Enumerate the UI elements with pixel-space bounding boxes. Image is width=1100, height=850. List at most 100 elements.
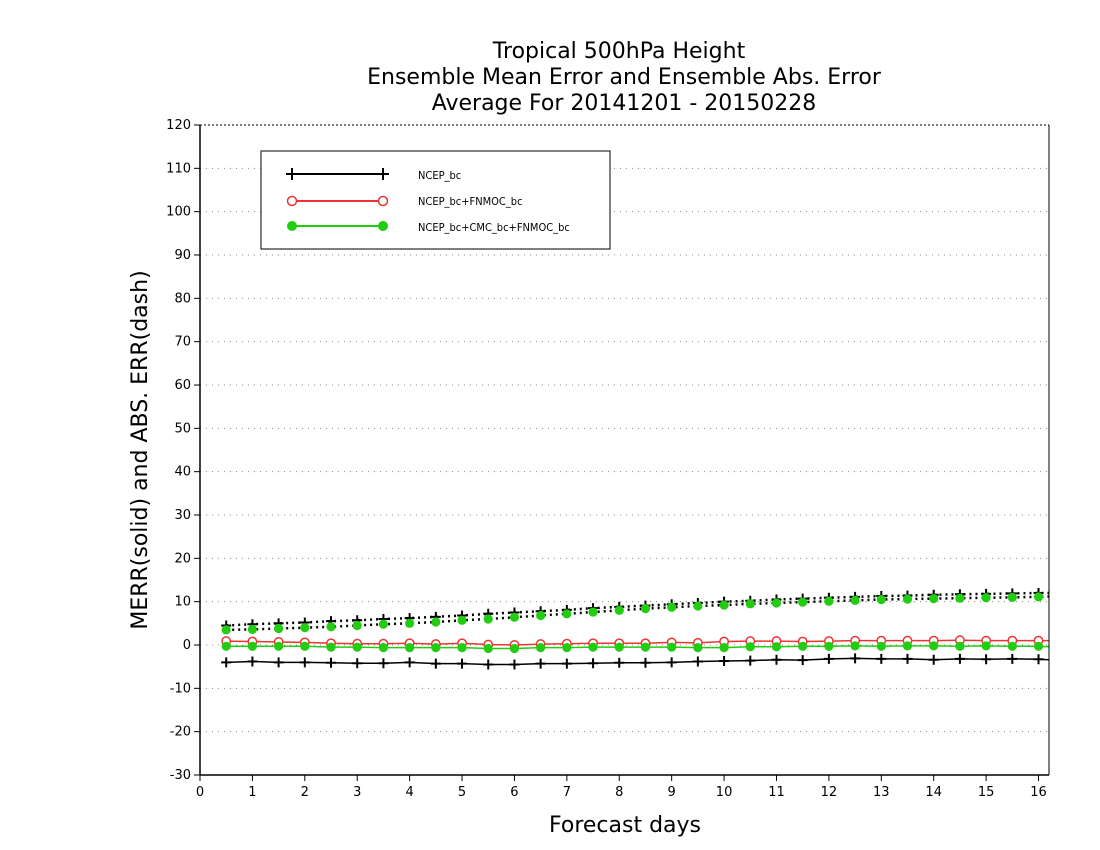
series-3-abs-err-point-5 [352,620,362,631]
legend-marker-ncep-bc-fnmoc-bc-right [377,195,389,207]
series-3-abs-err-point-15 [614,605,624,615]
y-tick-label-120: 120 [166,118,191,133]
series-3-merr-point-1 [247,641,258,651]
series-3-abs-err-point-10 [483,614,493,624]
series-3-merr-point-20 [745,642,755,652]
series-3-abs-err-point-30 [1007,592,1017,602]
series-3-merr-point-10 [483,643,493,654]
series-1-merr-point-12 [535,658,546,669]
x-tick-label-2: 2 [301,785,309,800]
series-3-merr-point-11 [509,643,520,654]
series-3-merr-point-14 [588,642,598,652]
y-tick-label-20: 20 [174,551,191,566]
series-3-merr-point-4 [326,642,336,652]
x-tick-label-10: 10 [716,785,733,800]
series-1-merr-point-26 [902,653,913,664]
series-3-merr-point-7 [405,643,415,653]
series-3-merr-point-28 [955,641,965,651]
series-3-merr [221,641,1050,654]
series-1-merr-point-27 [928,654,939,665]
legend-entry-ncep-bc-fnmoc-bc: NCEP_bc+FNMOC_bc [286,195,523,208]
y-tick-label--10: -10 [170,681,191,696]
series-3-abs-err-point-3 [300,623,310,633]
series-1-merr-point-31 [1033,654,1044,665]
series-1-merr-point-13 [561,658,572,669]
series-3-abs-err-point-26 [902,594,913,604]
plot-series [221,588,1050,670]
x-tick-label-7: 7 [563,785,571,800]
series-1-merr-point-4 [326,657,337,668]
series-3-merr-point-23 [824,641,834,651]
series-1-merr-point-24 [850,653,861,664]
series-1-merr-point-25 [876,653,887,664]
series-3-abs-err-point-11 [509,612,520,622]
series-1-merr-point-5 [352,658,363,669]
series-3-abs-err-point-4 [326,622,336,632]
x-tick-label-16: 16 [1030,785,1047,800]
series-3-merr-point-8 [431,643,441,653]
series-3-merr-point-16 [640,642,651,652]
series-3-abs-err-point-16 [640,604,651,614]
chart-title-line-1: Tropical 500hPa Height [492,39,746,64]
series-3-merr-point-13 [562,643,572,653]
series-3-merr-point-21 [771,642,782,652]
series-1-merr [221,653,1050,670]
series-3-merr-point-27 [929,641,939,651]
series-3-abs-err-point-31 [1033,592,1044,602]
series-1-merr-point-14 [588,658,599,669]
series-1-merr-point-19 [719,656,730,667]
y-axis-label: MERR(solid) and ABS. ERR(dash) [128,270,153,629]
series-3-merr-point-30 [1007,641,1017,651]
series-3-merr-point-0 [221,641,231,651]
series-1-merr-point-7 [404,657,415,668]
series-3-merr-point-29 [981,641,991,651]
x-tick-label-11: 11 [768,785,785,800]
y-tick-label--30: -30 [170,768,191,783]
series-1-merr-point-28 [954,653,965,664]
legend-label-ncep-bc-cmc-bc-fnmoc-bc: NCEP_bc+CMC_bc+FNMOC_bc [418,221,570,234]
y-tick-label-50: 50 [174,421,191,436]
series-3-abs-err-point-17 [667,602,677,612]
series-3-merr-point-6 [378,643,389,653]
y-tick-label-30: 30 [174,508,191,523]
series-1-merr-point-9 [457,658,468,669]
legend-marker-ncep-bc [286,168,389,180]
y-tick-label--20: -20 [170,725,191,740]
y-tick-label-10: 10 [174,595,191,610]
chart-title-line-2: Ensemble Mean Error and Ensemble Abs. Er… [367,65,882,90]
series-1-merr-point-2 [273,657,284,668]
y-tick-label-100: 100 [166,205,191,220]
series-1-merr-point-6 [378,658,389,669]
legend-marker-ncep-bc-cmc-bc-fnmoc-bc-left [287,221,297,231]
x-tick-label-1: 1 [248,785,256,800]
series-3-abs-err-point-27 [929,594,939,604]
series-3-merr-point-26 [902,641,913,651]
series-3-merr-point-9 [457,643,467,653]
legend-marker-ncep-bc-cmc-bc-fnmoc-bc-right [378,221,388,231]
series-3-abs-err-point-6 [378,619,389,629]
x-tick-label-14: 14 [925,785,942,800]
series-1-merr-point-15 [614,657,625,668]
series-3-abs-err-line [226,595,1050,632]
x-tick-label-15: 15 [978,785,995,800]
x-tick-label-12: 12 [821,785,838,800]
series-1-merr-point-20 [745,655,756,666]
series-1-merr-point-11 [509,659,520,670]
series-3-merr-point-22 [798,641,808,651]
series-1-merr-point-3 [299,657,310,668]
series-3-abs-err-point-7 [405,618,415,628]
series-3-merr-point-17 [667,642,677,652]
series-3-abs-err-point-22 [798,597,808,607]
x-tick-label-6: 6 [510,785,518,800]
series-3-merr-point-5 [352,642,362,652]
series-3-abs-err-point-28 [955,593,965,603]
series-3-abs-err-point-23 [824,596,834,606]
y-tick-label-40: 40 [174,465,191,480]
x-tick-label-3: 3 [353,785,361,800]
x-tick-label-9: 9 [668,785,676,800]
series-3-abs-err-point-19 [719,600,729,610]
series-3-merr-point-3 [300,641,310,651]
series-3-merr-point-25 [876,641,886,651]
legend: NCEP_bc NCEP_bc+FNMOC_bc NCEP_bc+CMC_bc+… [260,150,611,250]
